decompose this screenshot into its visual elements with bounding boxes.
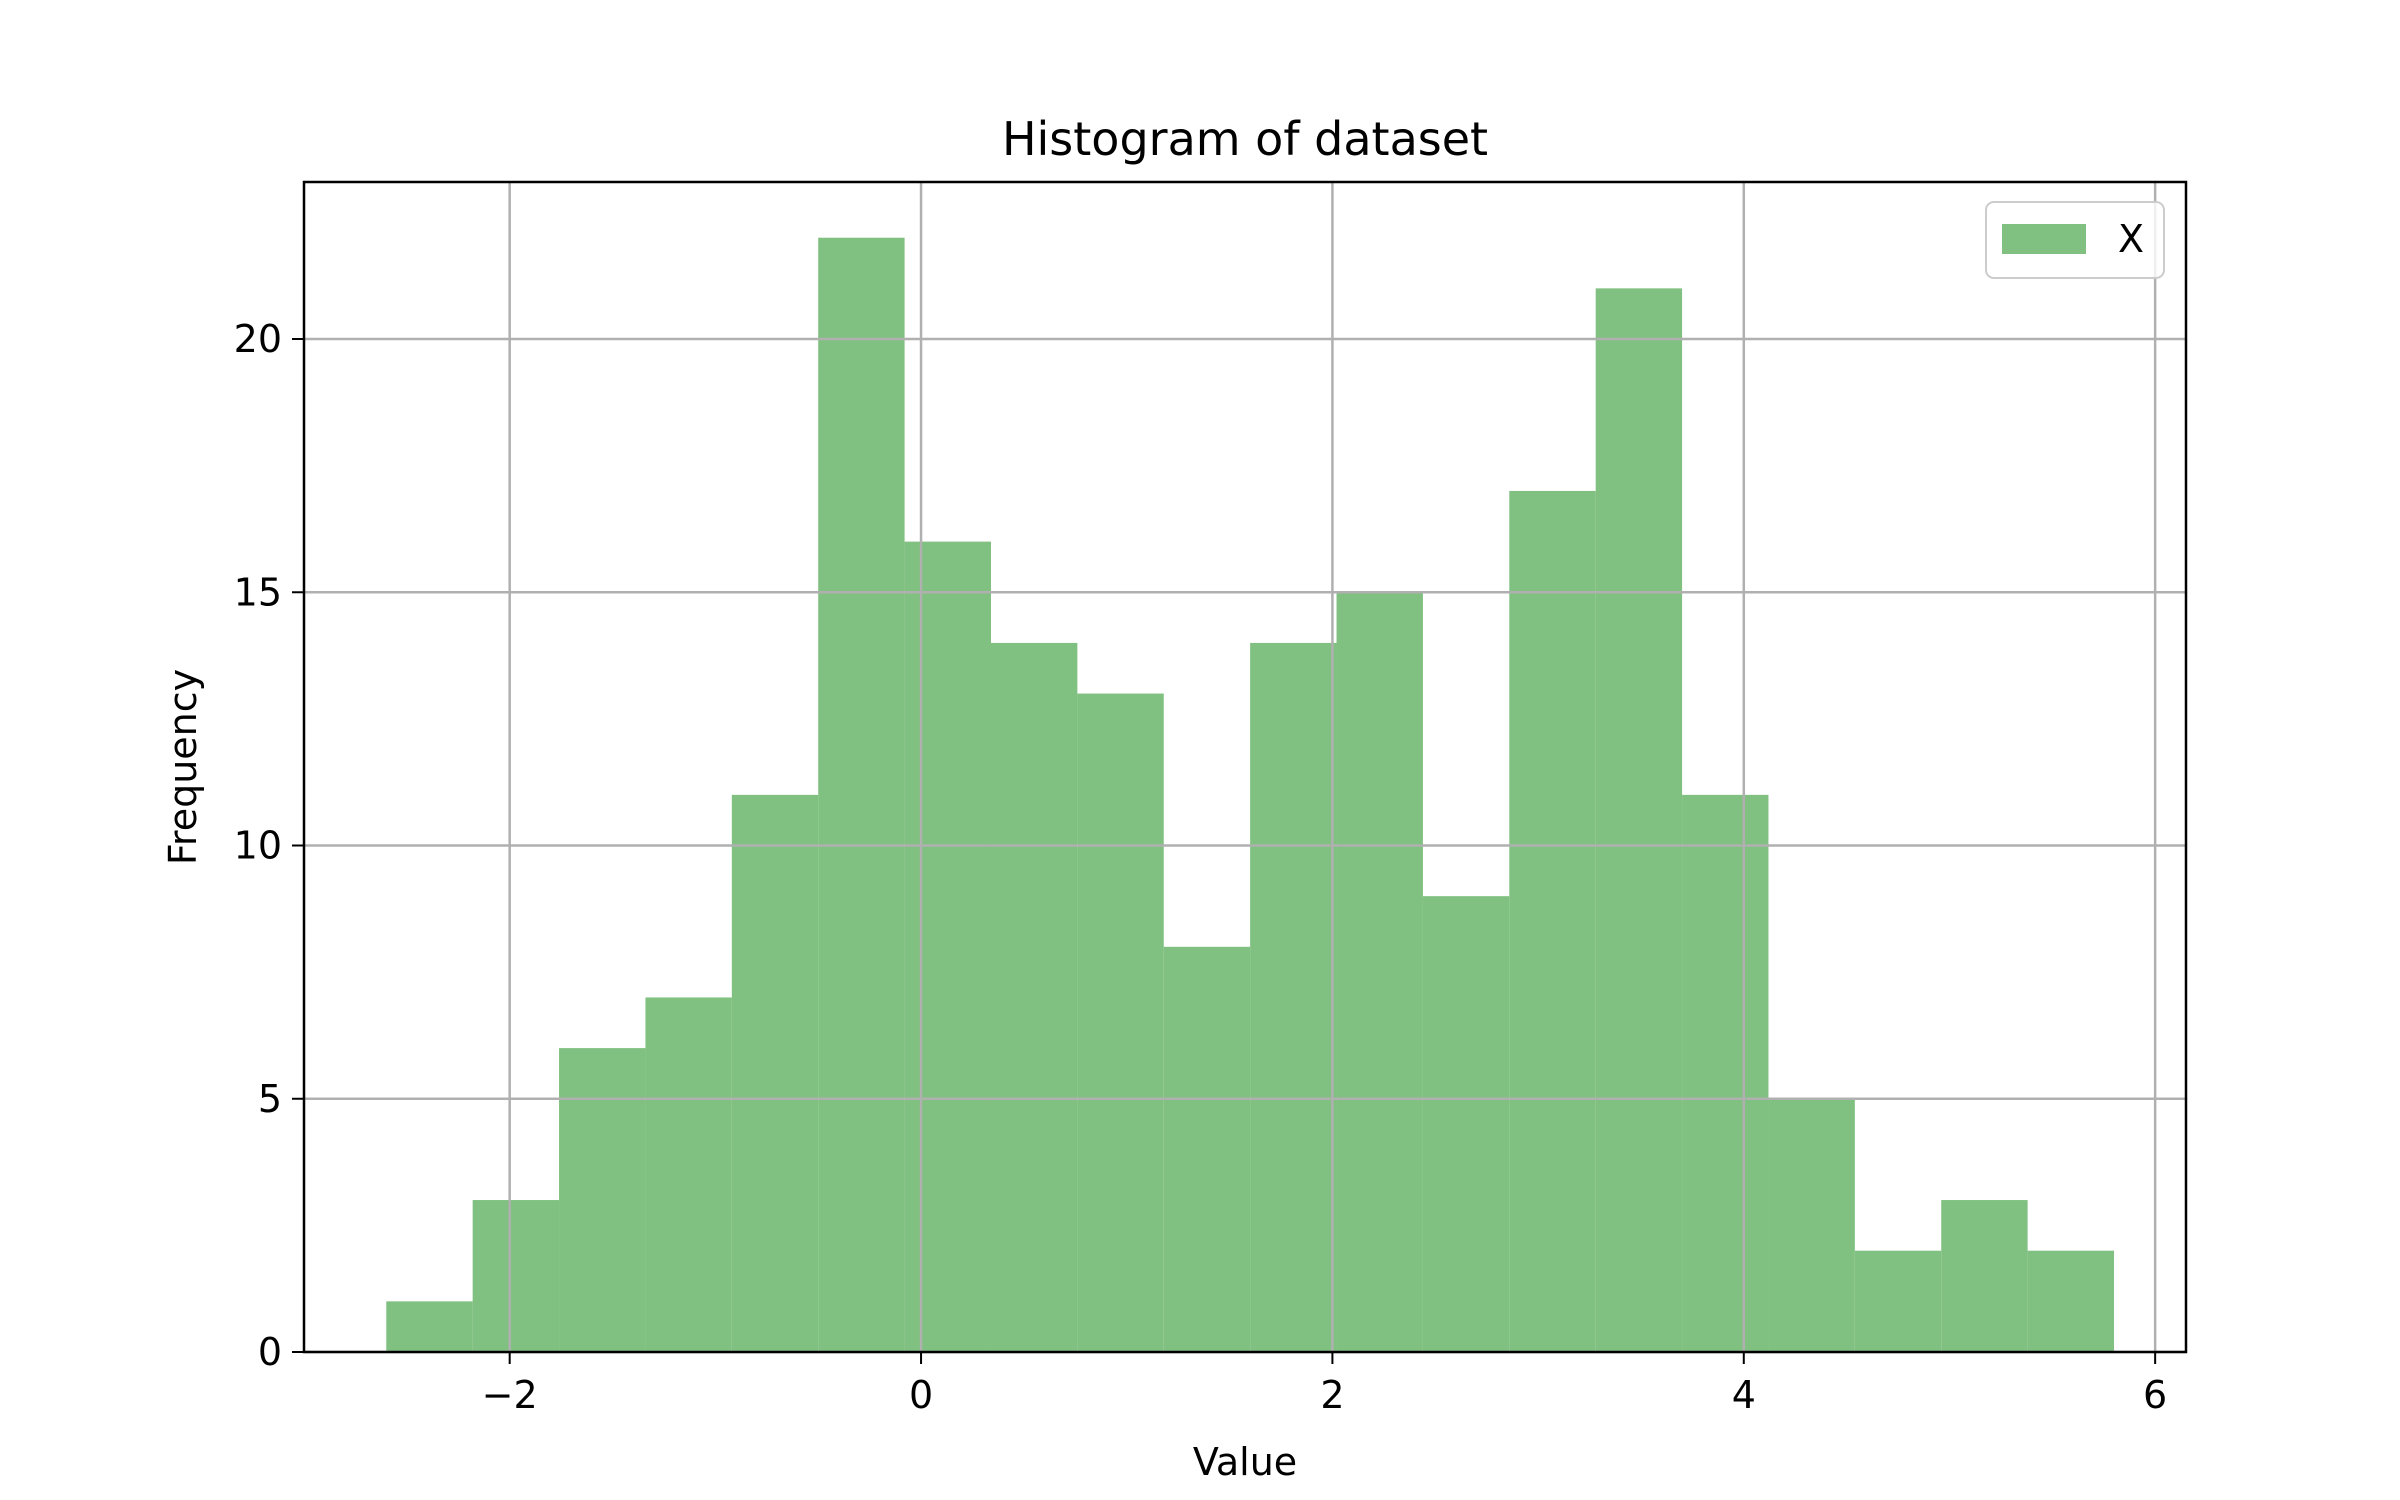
y-tick-label: 5 xyxy=(258,1077,282,1121)
x-axis-label: Value xyxy=(1193,1440,1297,1484)
y-tick-label: 15 xyxy=(234,570,282,614)
y-tick-label: 0 xyxy=(258,1330,282,1374)
histogram-bar xyxy=(386,1301,473,1352)
y-tick-label: 10 xyxy=(234,824,282,868)
x-tick-label: −2 xyxy=(482,1373,538,1417)
histogram-bar xyxy=(2027,1250,2115,1352)
histogram-bar xyxy=(1250,642,1337,1352)
histogram-bar xyxy=(1854,1250,1942,1352)
histogram-bar xyxy=(1768,1098,1855,1352)
histogram-bar xyxy=(472,1200,560,1352)
histogram-bar xyxy=(990,642,1078,1352)
histogram-bar xyxy=(731,794,819,1352)
histogram-bar xyxy=(1422,896,1510,1352)
histogram-bar xyxy=(1509,490,1596,1352)
histogram-bar xyxy=(645,997,732,1352)
x-tick-label: 2 xyxy=(1320,1373,1344,1417)
x-tick-label: 0 xyxy=(909,1373,933,1417)
legend-label-x: X xyxy=(2118,217,2144,261)
histogram-bar xyxy=(904,541,991,1352)
histogram-bar xyxy=(1682,794,1769,1352)
y-tick-label: 20 xyxy=(234,317,282,361)
histogram-bar xyxy=(818,237,905,1353)
histogram-bar xyxy=(1163,946,1251,1352)
x-tick-label: 6 xyxy=(2143,1373,2167,1417)
y-axis-label: Frequency xyxy=(161,669,205,865)
axis-ticks: −2 0 2 4 6 0 5 10 15 20 xyxy=(234,317,2168,1417)
histogram-bar xyxy=(1595,288,1683,1352)
histogram-bar xyxy=(1077,693,1164,1352)
histogram-bar xyxy=(1336,592,1423,1352)
x-tick-label: 4 xyxy=(1732,1373,1756,1417)
chart-title: Histogram of dataset xyxy=(1002,112,1488,166)
histogram-bar xyxy=(1941,1200,2028,1352)
legend: X xyxy=(1985,201,2165,279)
axes-frame xyxy=(302,180,2188,1354)
legend-swatch-x xyxy=(2002,224,2086,254)
histogram-bar xyxy=(559,1048,646,1352)
